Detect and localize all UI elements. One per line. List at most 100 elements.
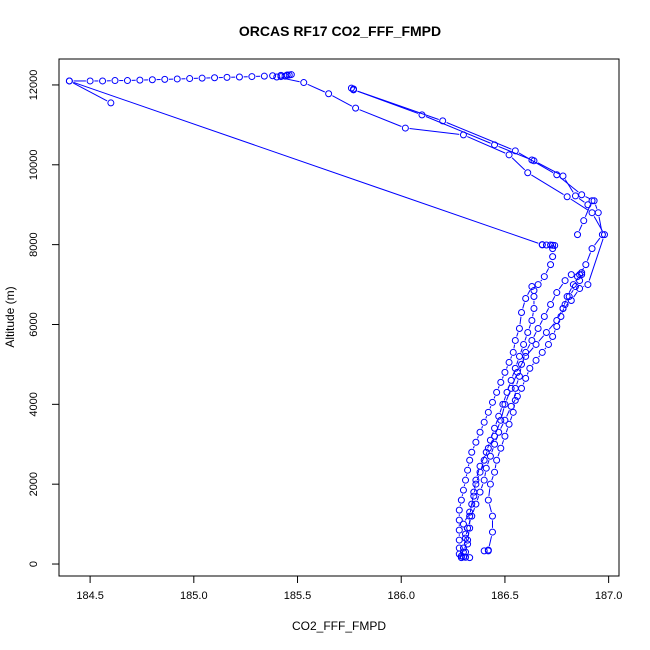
data-point bbox=[173, 75, 181, 83]
data-point bbox=[488, 398, 496, 406]
series-2 bbox=[459, 241, 559, 556]
data-point bbox=[484, 408, 492, 416]
data-point bbox=[598, 231, 606, 239]
data-point bbox=[499, 400, 507, 408]
y-axis: 0 2000 4000 6000 8000 10000 12000 bbox=[28, 70, 59, 567]
series-segment bbox=[471, 496, 474, 501]
series-segment bbox=[516, 360, 519, 365]
series-segment bbox=[506, 409, 510, 417]
data-point bbox=[136, 76, 144, 84]
data-point bbox=[507, 402, 515, 410]
data-point bbox=[507, 384, 515, 392]
series-segment bbox=[488, 536, 493, 547]
series-segment bbox=[532, 363, 534, 366]
series-segment bbox=[594, 237, 601, 246]
series-segment bbox=[485, 416, 488, 419]
data-point bbox=[549, 332, 557, 340]
series-segment bbox=[481, 425, 484, 429]
data-point bbox=[559, 305, 567, 313]
series-segment bbox=[518, 152, 554, 174]
data-point bbox=[486, 436, 494, 444]
series-segment bbox=[484, 472, 487, 477]
data-point bbox=[551, 241, 559, 249]
data-point bbox=[509, 408, 517, 416]
series-segment bbox=[497, 386, 500, 389]
series-segment bbox=[73, 81, 539, 244]
data-point bbox=[459, 544, 467, 552]
data-point bbox=[466, 508, 474, 516]
data-point bbox=[574, 231, 582, 239]
data-point bbox=[515, 352, 523, 360]
data-point bbox=[455, 526, 463, 534]
series-segment bbox=[545, 268, 550, 274]
data-point bbox=[455, 516, 463, 524]
data-point bbox=[401, 124, 409, 132]
data-point bbox=[553, 289, 561, 297]
series-segment bbox=[501, 408, 505, 417]
data-point bbox=[497, 378, 505, 386]
y-tick-label: 4000 bbox=[28, 392, 40, 416]
series-segment bbox=[516, 332, 519, 337]
data-point bbox=[507, 376, 515, 384]
data-point bbox=[482, 448, 490, 456]
data-point bbox=[468, 448, 476, 456]
data-point bbox=[161, 75, 169, 83]
data-point bbox=[518, 360, 526, 368]
series-segment bbox=[558, 312, 562, 317]
data-point bbox=[491, 468, 499, 476]
data-point bbox=[501, 368, 509, 376]
series-segment bbox=[501, 440, 505, 445]
data-point bbox=[459, 520, 467, 528]
data-point bbox=[582, 261, 590, 269]
x-tick-label: 184.5 bbox=[76, 590, 104, 602]
data-point bbox=[540, 313, 548, 321]
series-segment bbox=[598, 216, 603, 231]
series-segment bbox=[357, 90, 439, 120]
series-segment bbox=[564, 179, 574, 193]
series-segment bbox=[585, 196, 591, 200]
data-point bbox=[277, 73, 285, 81]
data-point bbox=[468, 512, 476, 520]
data-point bbox=[455, 536, 463, 544]
series-segment bbox=[488, 504, 492, 513]
data-point bbox=[491, 432, 499, 440]
series-segment bbox=[489, 439, 494, 445]
data-point bbox=[464, 466, 472, 474]
data-point bbox=[530, 305, 538, 313]
series-segment bbox=[425, 116, 491, 144]
data-point bbox=[532, 356, 540, 364]
series-segment bbox=[588, 238, 604, 281]
data-point bbox=[588, 245, 596, 253]
series-segment bbox=[578, 197, 585, 203]
series-segment bbox=[307, 83, 326, 93]
data-point bbox=[484, 546, 492, 554]
x-tick-label: 186.0 bbox=[387, 590, 415, 602]
y-tick-label: 0 bbox=[28, 561, 40, 567]
data-point bbox=[505, 151, 513, 159]
series-segment bbox=[526, 372, 529, 375]
series-segment bbox=[573, 291, 578, 298]
data-point bbox=[538, 348, 546, 356]
data-point bbox=[455, 544, 463, 552]
data-point bbox=[528, 336, 536, 344]
data-point bbox=[563, 293, 571, 301]
data-point bbox=[528, 283, 536, 291]
y-tick-label: 6000 bbox=[28, 312, 40, 336]
series-segment bbox=[512, 399, 516, 404]
data-point bbox=[211, 74, 219, 82]
series-segment bbox=[489, 406, 492, 409]
series-segment bbox=[571, 289, 574, 294]
data-point bbox=[457, 496, 465, 504]
data-point bbox=[455, 550, 463, 558]
data-point bbox=[466, 512, 474, 520]
data-point bbox=[486, 452, 494, 460]
data-point bbox=[148, 76, 156, 84]
series-segment bbox=[520, 348, 523, 353]
data-point bbox=[462, 476, 470, 484]
data-point bbox=[511, 336, 519, 344]
series-segment bbox=[581, 267, 585, 272]
series-segment bbox=[501, 376, 504, 379]
data-point bbox=[488, 512, 496, 520]
data-point bbox=[482, 464, 490, 472]
series-7 bbox=[455, 283, 536, 558]
